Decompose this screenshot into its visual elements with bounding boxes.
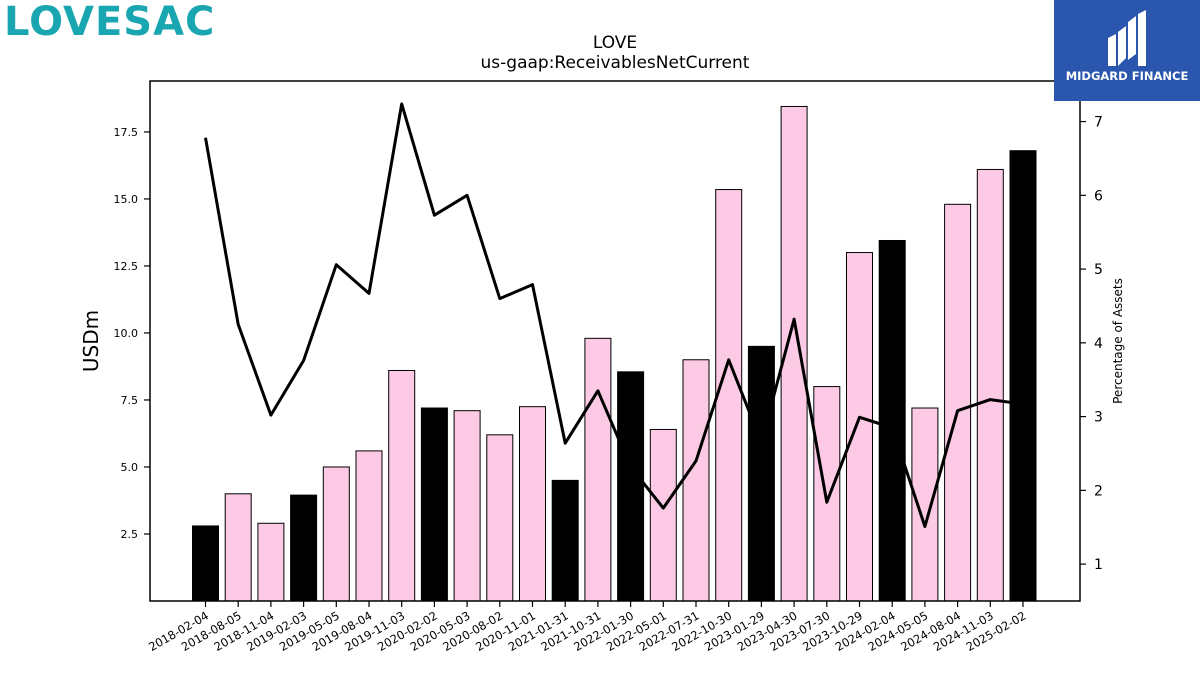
midgard-finance-logo: MIDGARD FINANCE bbox=[1054, 0, 1200, 101]
bar bbox=[976, 168, 1004, 602]
percentage-line bbox=[204, 102, 1024, 528]
y2-tick-label: 7 bbox=[1094, 115, 1103, 131]
bar bbox=[486, 434, 514, 602]
y-tick-label: 17.5 bbox=[114, 126, 139, 139]
y-tick-label: 12.5 bbox=[114, 260, 139, 273]
plot-frame bbox=[149, 80, 1081, 602]
bar bbox=[420, 407, 448, 602]
bar bbox=[257, 522, 285, 602]
bar-series bbox=[192, 105, 1037, 602]
bar bbox=[617, 371, 645, 602]
y2-tick-label: 2 bbox=[1094, 483, 1103, 499]
lovesac-logo: LOVESAC bbox=[4, 0, 216, 45]
bar bbox=[519, 406, 546, 602]
y-tick-label: 15.0 bbox=[114, 193, 139, 206]
bar bbox=[878, 239, 906, 602]
chart-title: LOVE bbox=[593, 33, 637, 53]
bar bbox=[322, 466, 350, 602]
bar bbox=[944, 203, 972, 602]
bar bbox=[224, 493, 252, 602]
y-tick-label: 7.5 bbox=[121, 394, 139, 407]
bar bbox=[584, 337, 612, 602]
x-axis: 2018-02-042018-08-052018-11-042019-02-03… bbox=[146, 601, 1029, 654]
y-axis-label: USDm bbox=[79, 310, 103, 372]
y2-axis-label: Percentage of Assets bbox=[1111, 278, 1125, 404]
bar bbox=[290, 494, 318, 602]
bar bbox=[355, 450, 383, 602]
bar bbox=[846, 252, 873, 602]
y-tick-label: 5.0 bbox=[121, 461, 139, 474]
bar bbox=[388, 369, 416, 602]
bar bbox=[715, 189, 743, 602]
y2-tick-label: 5 bbox=[1094, 262, 1103, 278]
bar bbox=[1009, 150, 1037, 602]
bar bbox=[551, 479, 579, 602]
y2-tick-label: 6 bbox=[1094, 188, 1103, 204]
midgard-emblem-icon bbox=[1108, 10, 1146, 66]
y-tick-label: 2.5 bbox=[121, 528, 139, 541]
bar bbox=[192, 525, 219, 602]
bar bbox=[453, 410, 481, 602]
y2-tick-label: 3 bbox=[1094, 410, 1103, 426]
chart-subtitle: us-gaap:ReceivablesNetCurrent bbox=[481, 53, 750, 73]
right-axis: 1 2 3 4 5 6 7 bbox=[1080, 115, 1103, 573]
bar bbox=[747, 345, 775, 602]
y2-tick-label: 1 bbox=[1094, 557, 1103, 573]
bar bbox=[911, 407, 939, 602]
midgard-finance-wordmark: MIDGARD FINANCE bbox=[1065, 69, 1189, 83]
bar bbox=[649, 428, 677, 602]
bar bbox=[682, 359, 710, 602]
y2-tick-label: 4 bbox=[1094, 336, 1103, 352]
left-axis: 2.5 5.0 7.5 10.0 12.5 15.0 17.5 bbox=[114, 126, 150, 541]
y-tick-label: 10.0 bbox=[114, 327, 139, 340]
